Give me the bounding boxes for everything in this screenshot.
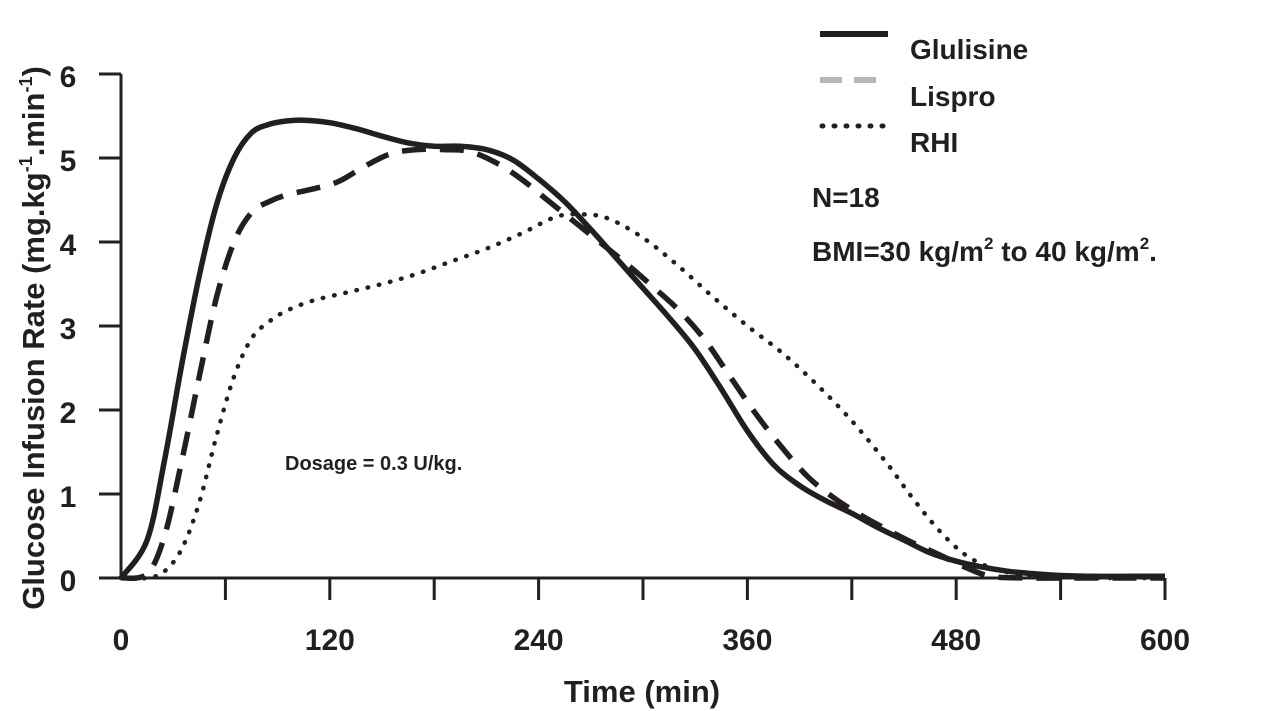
y-axis-title-main: Glucose Infusion Rate (mg.kg: [16, 172, 51, 610]
x-tick-label: 600: [1140, 624, 1190, 657]
bmi-sup1: 2: [984, 234, 993, 253]
x-axis-ticks: 0 120 240 360 480 600: [113, 578, 1190, 657]
y-tick-label: 5: [60, 145, 77, 178]
y-axis-title-sup2: -1: [16, 77, 36, 93]
series-line-glulisine: [118, 117, 1165, 580]
x-tick-label: 0: [113, 624, 130, 657]
y-tick-label: 0: [60, 565, 77, 598]
x-axis-title: Time (min): [564, 674, 720, 709]
y-axis-title-mid: .min: [16, 93, 51, 157]
bmi-mid: to 40 kg/m: [993, 236, 1139, 267]
y-axis-title-sup1: -1: [16, 156, 36, 172]
y-tick-label: 4: [60, 229, 77, 262]
x-tick-label: 360: [722, 624, 772, 657]
y-tick-label: 1: [60, 481, 77, 514]
x-tick-label: 240: [514, 624, 564, 657]
bmi-annotation: BMI=30 kg/m2 to 40 kg/m2.: [812, 234, 1157, 267]
legend-rhi-label: RHI: [910, 127, 958, 158]
y-tick-label: 2: [60, 397, 77, 430]
x-tick-label: 120: [305, 624, 355, 657]
bmi-prefix: BMI=30 kg/m: [812, 236, 984, 267]
series-line-rhi: [118, 211, 1168, 581]
legend-glulisine-label: Glulisine: [910, 34, 1028, 65]
bmi-sup2: 2: [1140, 234, 1149, 253]
y-axis-title: Glucose Infusion Rate (mg.kg-1.min-1): [16, 66, 51, 610]
bmi-end: .: [1149, 236, 1157, 267]
series-line-lispro: [120, 146, 1165, 582]
series-lines: [118, 117, 1168, 582]
y-tick-label: 6: [60, 61, 77, 94]
y-axis-ticks: 0 1 2 3 4 5 6: [60, 61, 121, 598]
dosage-annotation: Dosage = 0.3 U/kg.: [285, 453, 462, 475]
x-tick-label: 480: [931, 624, 981, 657]
y-axis-title-end: ): [16, 66, 51, 76]
legend: Glulisine Lispro RHI: [819, 31, 1028, 158]
y-tick-label: 3: [60, 313, 77, 346]
n-annotation: N=18: [812, 182, 880, 213]
legend-lispro-label: Lispro: [910, 81, 996, 112]
